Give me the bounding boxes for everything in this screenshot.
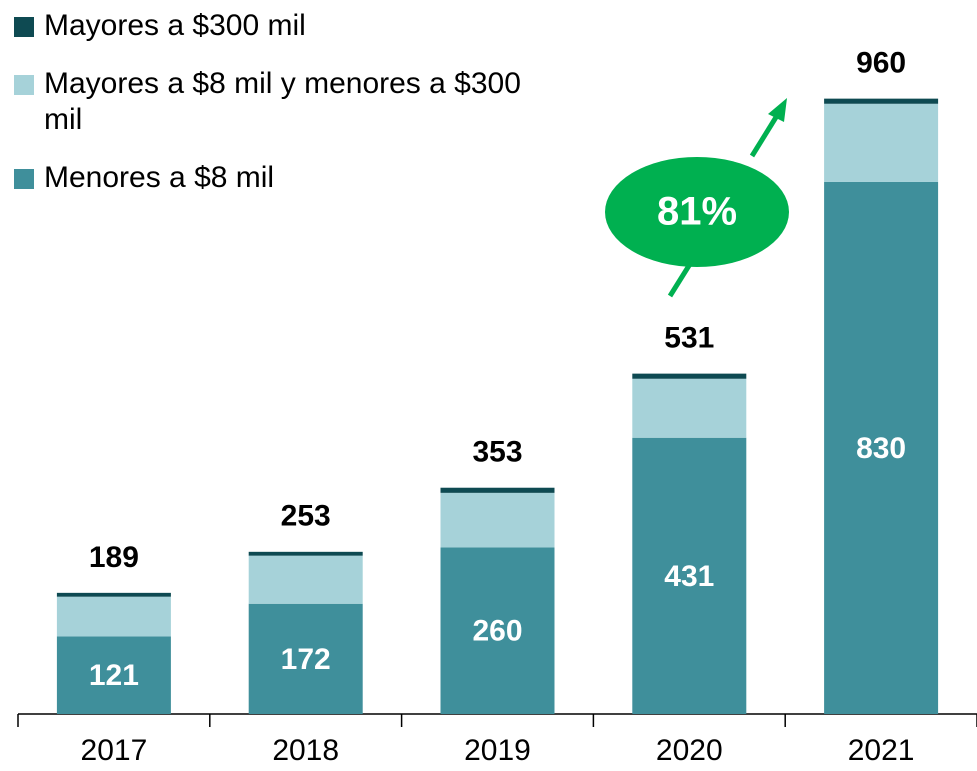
legend-swatch [14, 17, 34, 37]
bar-segment [56, 636, 171, 714]
legend-item: Mayores a $8 mil y menores a $300 mil [14, 66, 524, 138]
total-label: 253 [281, 500, 331, 533]
value-label: 431 [664, 560, 714, 593]
bar-segment [440, 487, 555, 493]
annotation-bubble [605, 157, 789, 267]
legend-label: Mayores a $300 mil [44, 9, 306, 42]
x-tick-label: 2018 [272, 734, 339, 767]
arrow [749, 112, 781, 158]
bar-segment [248, 551, 363, 556]
total-label: 531 [664, 322, 714, 355]
bar-segment [56, 596, 171, 637]
bar-segment [248, 603, 363, 714]
total-label: 960 [856, 47, 906, 80]
legend-swatch [14, 75, 34, 95]
bar-segment [824, 98, 939, 104]
x-tick-label: 2020 [656, 734, 723, 767]
legend-label: Menores a $8 mil [44, 161, 275, 194]
legend-item: Mayores a $300 mil [14, 8, 524, 44]
total-label: 353 [472, 436, 522, 469]
arrow-head [768, 98, 787, 122]
bar-segment [56, 592, 171, 597]
legend-item: Menores a $8 mil [14, 160, 524, 196]
x-tick-label: 2021 [848, 734, 915, 767]
bar-segment [440, 547, 555, 714]
annotation: 81% [657, 190, 737, 234]
legend-swatch [14, 169, 34, 189]
bar-segment [824, 103, 939, 182]
value-label: 172 [281, 643, 331, 676]
bar-segment [632, 378, 747, 438]
value-label: 260 [472, 615, 522, 648]
arrow [667, 246, 703, 298]
x-tick-label: 2019 [464, 734, 531, 767]
value-label: 830 [856, 432, 906, 465]
bar-segment [632, 373, 747, 379]
legend-label: Mayores a $8 mil y menores a $300 mil [44, 67, 521, 136]
value-label: 121 [89, 659, 139, 692]
bar-segment [632, 437, 747, 714]
bar-segment [248, 555, 363, 604]
legend: Mayores a $300 mil Mayores a $8 mil y men… [14, 8, 521, 218]
total-label: 189 [89, 541, 139, 574]
bar-segment [440, 492, 555, 548]
x-tick-label: 2017 [81, 734, 148, 767]
bar-segment [824, 181, 939, 715]
